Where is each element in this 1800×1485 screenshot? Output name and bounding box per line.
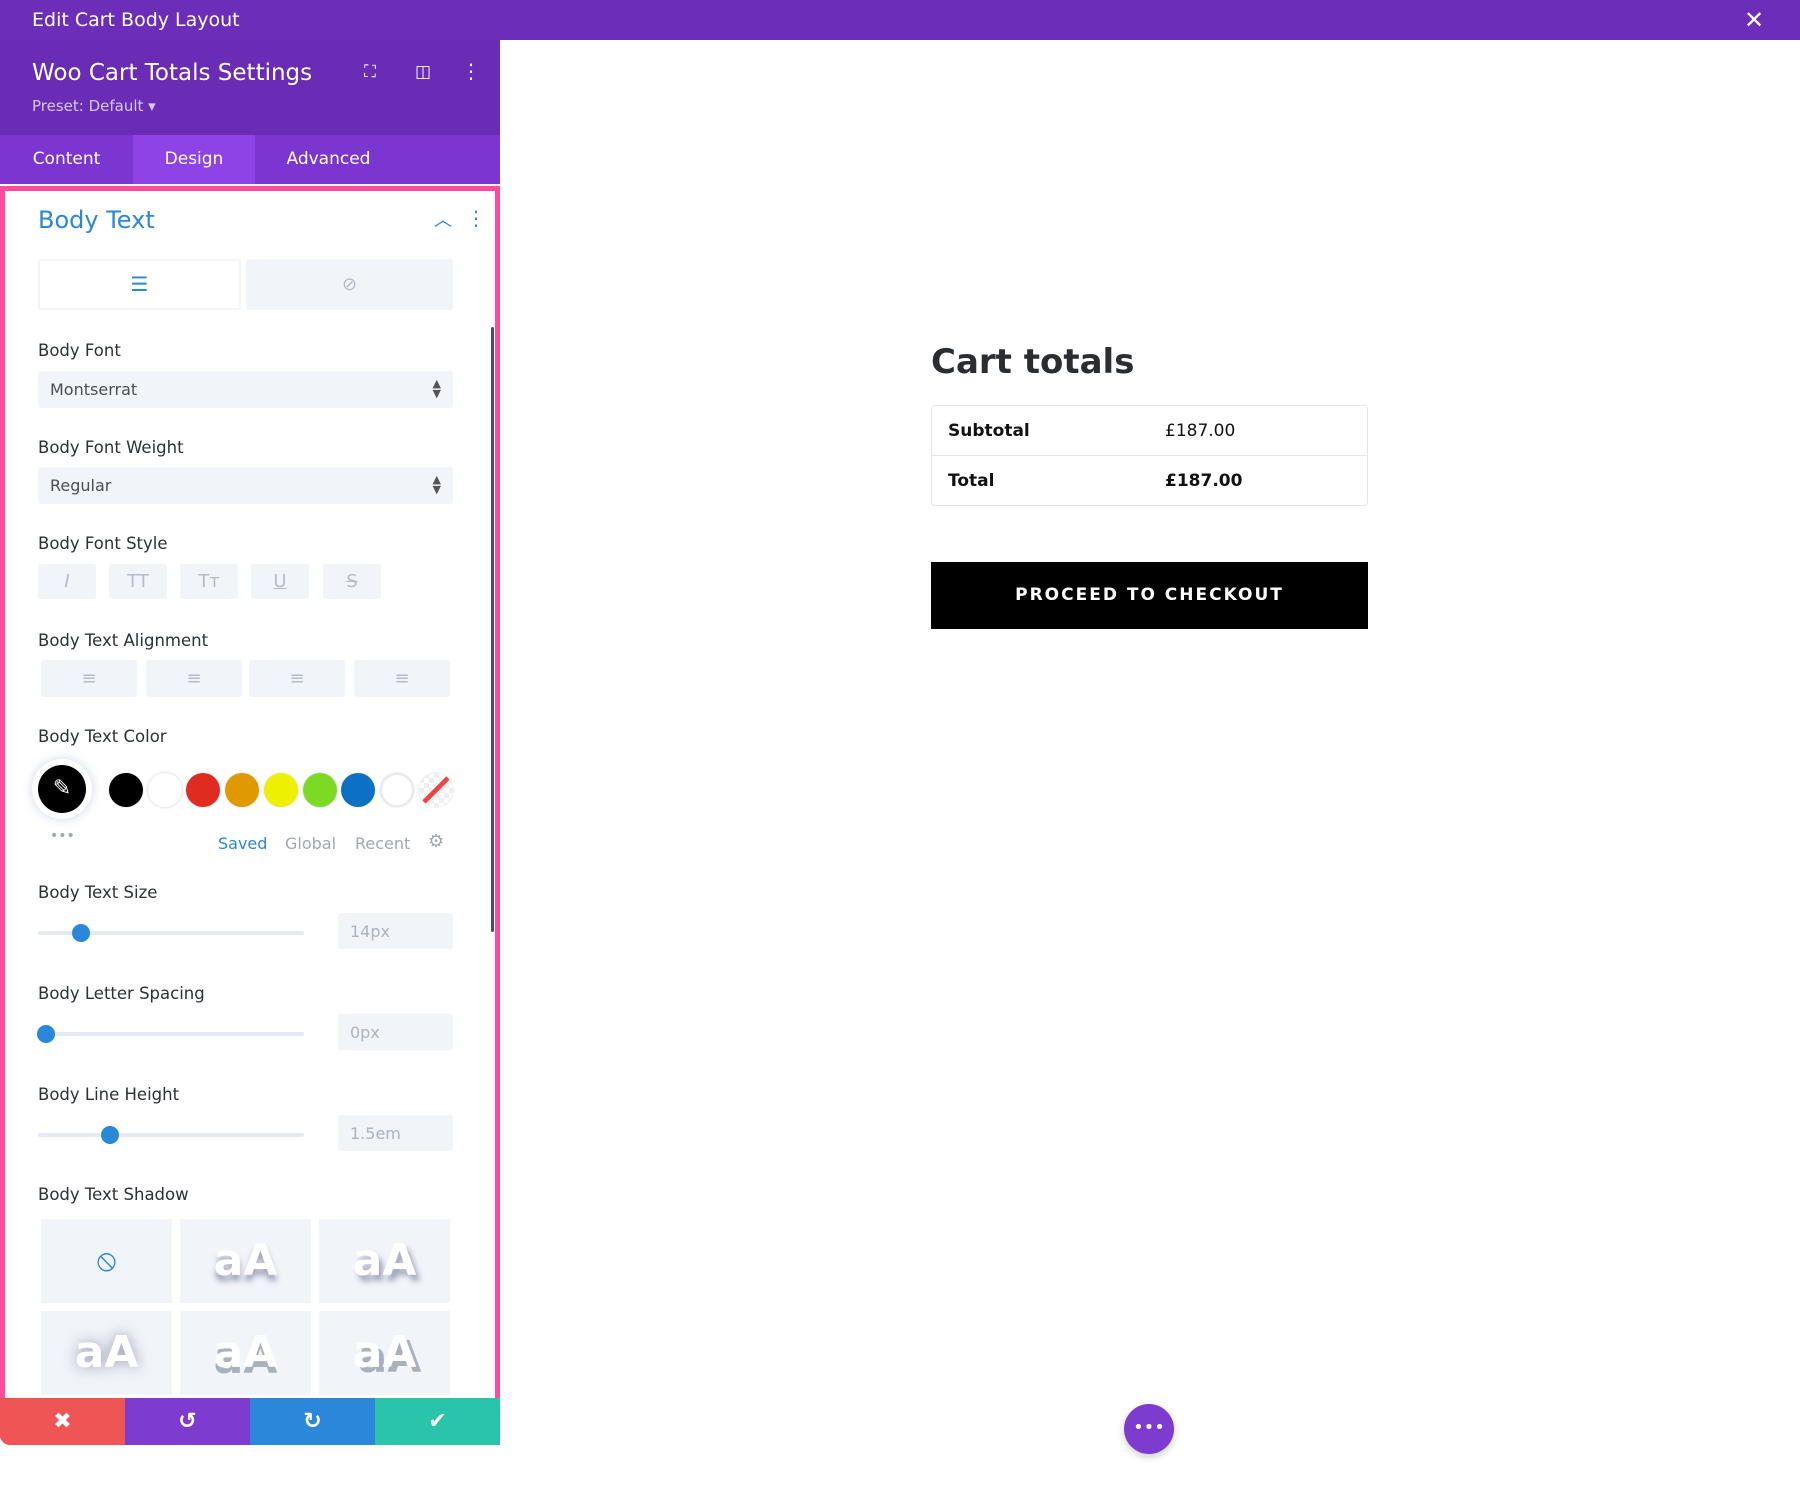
subtotal-label: Subtotal: [948, 421, 1030, 441]
swatch-white-outline[interactable]: [380, 773, 414, 807]
shadow-option-1[interactable]: aA: [180, 1219, 311, 1303]
window-title: Edit Cart Body Layout: [32, 9, 240, 31]
slider-thumb[interactable]: [36, 1025, 55, 1043]
body-font-weight-label: Body Font Weight: [38, 438, 184, 457]
undo-button[interactable]: ↺: [125, 1398, 250, 1445]
split-view-icon[interactable]: ◫: [415, 62, 432, 82]
swatch-blue[interactable]: [341, 773, 375, 807]
body-font-select[interactable]: Montserrat ▲ ▼: [38, 371, 453, 408]
align-right-button[interactable]: ≡: [249, 660, 345, 697]
tab-design[interactable]: Design: [133, 135, 255, 184]
shadow-option-4[interactable]: aA: [180, 1311, 311, 1395]
body-font-value: Montserrat: [50, 380, 138, 399]
italic-button[interactable]: I: [38, 564, 96, 599]
global-colors-tab[interactable]: Global: [285, 834, 337, 853]
unlink-icon: ⊘: [341, 274, 358, 295]
panel-tabs: Content Design Advanced: [0, 135, 500, 184]
check-icon: ✔: [428, 1409, 447, 1434]
body-line-height-slider[interactable]: [38, 1126, 304, 1144]
capitalize-button[interactable]: Tт: [180, 564, 238, 599]
subtotal-value: £187.00: [1165, 421, 1236, 441]
body-letter-spacing-slider[interactable]: [36, 1025, 304, 1043]
tab-content[interactable]: Content: [32, 149, 101, 169]
strikethrough-button[interactable]: S: [323, 564, 381, 599]
shadow-option-2[interactable]: aA: [319, 1219, 450, 1303]
underline-button[interactable]: U: [251, 564, 309, 599]
no-shadow-icon: ⦸: [96, 1243, 117, 1278]
more-vertical-icon[interactable]: ⋮: [466, 206, 486, 230]
body-text-size-input[interactable]: 14px: [338, 913, 453, 949]
total-value: £187.00: [1165, 471, 1243, 491]
align-justify-button[interactable]: ≡: [354, 660, 450, 697]
redo-icon: ↻: [303, 1409, 322, 1434]
shadow-none-option[interactable]: ⦸: [41, 1219, 172, 1303]
gear-icon[interactable]: ⚙: [428, 831, 445, 852]
focus-icon[interactable]: ⛶: [364, 62, 376, 82]
uppercase-button[interactable]: TT: [109, 564, 167, 599]
swatch-orange[interactable]: [225, 773, 259, 807]
body-text-size-label: Body Text Size: [38, 883, 158, 902]
page-settings-button[interactable]: •••: [1124, 1404, 1174, 1454]
body-text-shadow-label: Body Text Shadow: [38, 1185, 189, 1204]
more-vertical-icon[interactable]: ⋮: [461, 59, 481, 83]
align-left-icon: ☰: [130, 272, 149, 296]
tab-advanced[interactable]: Advanced: [286, 149, 371, 169]
color-picker-button[interactable]: ✎: [32, 759, 92, 819]
swatch-yellow[interactable]: [264, 773, 298, 807]
desktop-view-toggle[interactable]: ☰: [38, 259, 241, 310]
body-text-alignment-label: Body Text Alignment: [38, 631, 209, 650]
preset-dropdown[interactable]: Preset: Default ▾: [32, 97, 156, 115]
body-text-size-slider[interactable]: [38, 924, 304, 942]
panel-header: Woo Cart Totals Settings Preset: Default…: [0, 40, 500, 135]
select-arrows-icon: ▲ ▼: [432, 377, 441, 400]
recent-colors-tab[interactable]: Recent: [355, 834, 411, 853]
body-font-weight-select[interactable]: Regular ▲ ▼: [38, 467, 453, 504]
title-bar: Edit Cart Body Layout ✕: [0, 0, 1800, 40]
table-row: Total £187.00: [932, 456, 1367, 506]
body-font-style-label: Body Font Style: [38, 534, 168, 553]
cart-totals-table: Subtotal £187.00 Total £187.00: [931, 405, 1368, 506]
body-text-color-label: Body Text Color: [38, 727, 167, 746]
chevron-up-icon[interactable]: ︿: [434, 210, 452, 231]
more-colors-icon[interactable]: •••: [50, 828, 75, 844]
discard-button[interactable]: ✖: [0, 1398, 125, 1445]
swatch-green[interactable]: [303, 773, 337, 807]
close-icon[interactable]: ✕: [1744, 6, 1765, 34]
link-toggle[interactable]: ⊘: [246, 259, 453, 310]
cart-totals-title: Cart totals: [931, 342, 1135, 382]
section-title: Body Text: [38, 206, 155, 234]
body-letter-spacing-label: Body Letter Spacing: [38, 984, 205, 1003]
more-horizontal-icon: •••: [1133, 1417, 1165, 1438]
align-left-button[interactable]: ≡: [41, 660, 137, 697]
close-icon: ✖: [53, 1409, 72, 1434]
body-text-section: Body Text ︿ ⋮ ☰ ⊘ Body Font Montserrat ▲ ▼…: [0, 186, 500, 1438]
swatch-white[interactable]: [148, 773, 182, 807]
table-row: Subtotal £187.00: [932, 406, 1367, 456]
shadow-option-3[interactable]: aA: [41, 1311, 172, 1395]
align-center-button[interactable]: ≡: [146, 660, 242, 697]
body-font-label: Body Font: [38, 341, 121, 360]
select-arrows-icon: ▲ ▼: [432, 473, 441, 496]
save-button[interactable]: ✔: [375, 1398, 500, 1445]
body-line-height-label: Body Line Height: [38, 1085, 180, 1104]
body-letter-spacing-input[interactable]: 0px: [338, 1014, 453, 1050]
undo-icon: ↺: [178, 1409, 197, 1434]
panel-title: Woo Cart Totals Settings: [32, 60, 313, 86]
total-label: Total: [948, 471, 995, 491]
body-font-weight-value: Regular: [50, 476, 112, 495]
slider-thumb[interactable]: [100, 1126, 119, 1144]
swatch-black[interactable]: [109, 773, 143, 807]
swatch-transparent[interactable]: [419, 773, 453, 807]
eyedropper-icon: ✎: [38, 765, 86, 813]
body-line-height-input[interactable]: 1.5em: [338, 1115, 453, 1151]
redo-button[interactable]: ↻: [250, 1398, 375, 1445]
panel-scrollbar[interactable]: [491, 327, 494, 932]
swatch-red[interactable]: [186, 773, 220, 807]
shadow-option-5[interactable]: aA: [319, 1311, 450, 1395]
proceed-to-checkout-button[interactable]: PROCEED TO CHECKOUT: [931, 562, 1368, 629]
slider-thumb[interactable]: [71, 924, 90, 942]
saved-colors-tab[interactable]: Saved: [218, 834, 268, 853]
